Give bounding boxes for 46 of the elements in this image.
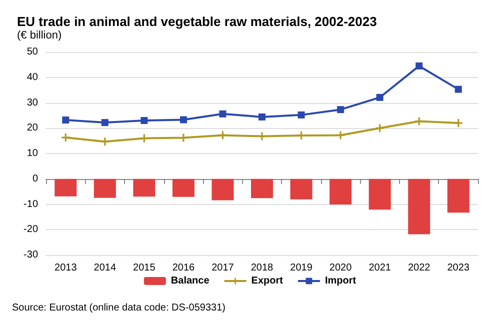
legend-label: Balance [170,276,210,286]
y-tick-label: -10 [24,198,38,210]
point [140,117,148,124]
x-tick-label: 2016 [172,262,196,274]
y-tick-label: -20 [24,224,38,236]
y-tick-label: -30 [24,250,38,260]
source-note: Source: Eurostat (online data code: DS-059331) [12,302,226,314]
point [62,116,70,124]
point [62,134,70,142]
point [376,94,384,101]
point [140,134,148,142]
point [100,138,109,146]
x-tick-label: 2021 [368,262,392,274]
chart-title: EU trade in animal and vegetable raw materials, 2002-2023 [17,14,377,29]
legend-label: Export [251,276,284,286]
x-tick-label: 2022 [408,262,431,274]
point [219,110,226,118]
y-tick-label: 10 [26,148,38,159]
y-tick-label: 0 [32,173,38,184]
point [258,113,266,120]
point [415,117,424,126]
x-tick-label: 2020 [329,262,352,274]
point [416,62,423,70]
x-tick-label: 2017 [212,262,234,274]
x-tick-label: 2013 [54,262,78,274]
y-tick-label: 20 [26,122,38,134]
point [218,131,227,140]
x-tick-label: 2015 [133,262,156,274]
point [180,116,187,124]
point [179,134,188,142]
x-tick-label: 2019 [290,262,313,274]
point [336,131,345,140]
y-tick-label: 50 [26,46,38,58]
x-tick-label: 2014 [94,262,116,274]
legend-label: Import [324,276,357,286]
point [101,119,108,126]
x-tick-label: 2023 [447,262,470,274]
point [298,111,305,118]
x-tick-label: 2018 [250,262,274,274]
point [454,119,462,128]
y-tick-label: 30 [26,97,38,108]
y-tick-label: 40 [26,72,38,83]
chart-subtitle: (€ billion) [17,30,62,42]
point [454,86,462,93]
point [376,124,384,132]
point [337,106,344,114]
